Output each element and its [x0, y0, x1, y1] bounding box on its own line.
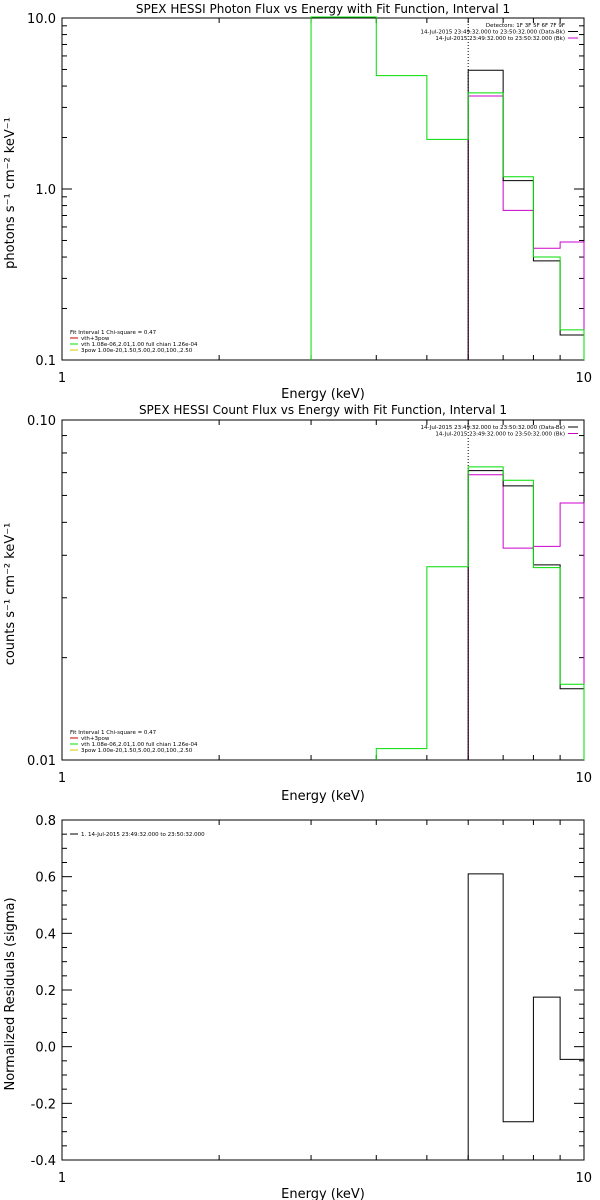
y-tick-label: 10.0: [27, 12, 56, 27]
y-axis-label: Normalized Residuals (sigma): [3, 897, 18, 1090]
y-ticks: [62, 419, 584, 761]
legend-entry: Fit Interval 1 Chi-square = 0.47: [70, 330, 157, 336]
x-ticks: [61, 420, 585, 760]
y-ticks: [62, 819, 584, 1161]
x-tick-label: 10: [575, 771, 592, 786]
y-tick-label: 0.2: [35, 984, 56, 999]
x-axis-label: Energy (keV): [281, 789, 365, 804]
chart-title: SPEX HESSI Count Flux vs Energy with Fit…: [139, 403, 507, 417]
y-axis-label: counts s⁻¹ cm⁻² keV⁻¹: [3, 523, 18, 666]
y-tick-label: 0.10: [27, 414, 56, 429]
chart-panel-3: 1 10 -0.4 -0.2 0.0 0.2 0.4 0.6 0.8 Energy (keV) No…: [3, 814, 592, 1200]
x-tick-label: 1: [58, 371, 66, 386]
legend-left: 1. 14-Jul-2015 23:49:32.000 to 23:50:32.…: [70, 832, 205, 838]
x-tick-label: 1: [58, 771, 66, 786]
x-axis-label: Energy (keV): [281, 1187, 365, 1200]
series-data-bk: [467, 470, 585, 760]
y-tick-label: -0.2: [31, 1097, 56, 1112]
legend-entry: Fit Interval 1 Chi-square = 0.47: [70, 730, 157, 736]
y-tick-label: 0.0: [35, 1041, 56, 1056]
legend-left: Fit Interval 1 Chi-square = 0.47vth+3pow…: [70, 330, 198, 354]
y-tick-label: 0.4: [35, 927, 56, 942]
legend-entry: 3pow 1.00e-20,1.50,5.00,2.00,100.,2.50: [81, 348, 193, 354]
series-vth-3pow: [375, 466, 585, 760]
legend-right: 14-Jul-2015 23:49:32.000 to 23:50:32.000…: [421, 425, 578, 438]
legend-entry: 14-Jul-2015 23:49:32.000 to 23:50:32.000…: [435, 36, 565, 42]
y-tick-label: 0.1: [35, 354, 56, 369]
x-tick-label: 10: [575, 1171, 592, 1186]
y-tick-label: 0.01: [27, 754, 56, 769]
legend-entry: vth+3pow: [81, 336, 110, 342]
plot-frame: [61, 819, 585, 1161]
x-tick-label: 1: [58, 1171, 66, 1186]
legend-entry: 1. 14-Jul-2015 23:49:32.000 to 23:50:32.…: [81, 832, 205, 838]
y-axis-label: photons s⁻¹ cm⁻² keV⁻¹: [3, 117, 18, 269]
x-ticks: [61, 18, 585, 360]
y-ticks: [62, 17, 584, 361]
legend-entry: vth 1.08e-06,2.01,1.00 full chian 1.26e-…: [81, 342, 198, 348]
legend-entry: vth+3pow: [81, 736, 110, 742]
y-tick-label: 0.8: [35, 814, 56, 829]
legend-left: Fit Interval 1 Chi-square = 0.47vth+3pow…: [70, 730, 198, 754]
x-axis-label: Energy (keV): [281, 387, 365, 402]
legend-entry: vth 1.08e-06,2.01,1.00 full chian 1.26e-…: [81, 742, 198, 748]
series-group: [310, 16, 585, 360]
y-tick-label: 0.6: [35, 871, 56, 886]
series-group: [375, 466, 585, 760]
chart-panel-1: SPEX HESSI Photon Flux vs Energy with Fi…: [3, 2, 592, 402]
series-vth-3pow: [310, 16, 585, 360]
legend-entry: 14-Jul-2015 23:49:32.000 to 23:50:32.000…: [421, 425, 566, 431]
legend-entry: 3pow 1.00e-20,1.50,5.00,2.00,100.,2.50: [81, 748, 193, 754]
series-data-bk: [467, 69, 585, 360]
plot-frame: [61, 419, 585, 761]
chart-title: SPEX HESSI Photon Flux vs Energy with Fi…: [136, 2, 510, 16]
x-ticks: [61, 820, 585, 1160]
x-tick-label: 10: [575, 371, 592, 386]
legend-entry: 14-Jul-2015 23:49:32.000 to 23:50:32.000…: [421, 30, 566, 36]
plot-frame: [61, 17, 585, 361]
chart-panel-2: SPEX HESSI Count Flux vs Energy with Fit…: [3, 403, 592, 804]
series-group: [467, 873, 585, 1160]
y-tick-label: -0.4: [31, 1154, 56, 1169]
residual-series: [467, 873, 585, 1160]
legend-right: Detectors: 1F 3F 5F 6F 7F 9F14-Jul-2015 …: [421, 23, 578, 42]
legend-entry: Detectors: 1F 3F 5F 6F 7F 9F: [486, 23, 565, 29]
series-bk: [467, 95, 585, 360]
series-bk: [467, 474, 585, 760]
y-tick-label: 1.0: [35, 183, 56, 198]
legend-entry: 14-Jul-2015 23:49:32.000 to 23:50:32.000…: [435, 432, 565, 438]
